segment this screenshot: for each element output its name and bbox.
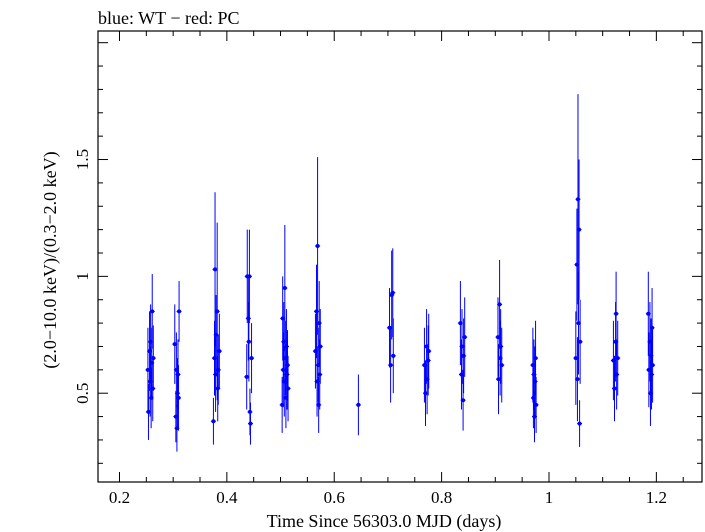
data-point [614,311,619,316]
data-point [145,367,150,372]
data-point [246,339,251,344]
data-point [150,386,155,391]
data-point [576,321,581,326]
data-point [150,309,155,314]
y-tick-label: 0.5 [73,383,92,404]
chart-title: blue: WT − red: PC [98,8,239,28]
data-point [146,409,151,414]
data-point [248,421,253,426]
x-tick-label: 1.2 [646,488,667,507]
x-tick-label: 0.6 [324,488,345,507]
data-point [390,290,395,295]
data-point [578,339,583,344]
data-point [391,353,396,358]
x-tick-label: 1 [545,488,554,507]
data-point [573,356,578,361]
data-point [282,286,287,291]
data-point [499,363,504,368]
data-point [285,363,290,368]
data-point [423,391,428,396]
data-point [497,302,502,307]
data-point [356,402,361,407]
data-point [534,402,539,407]
data-point [244,374,249,379]
y-axis: 0.5 1 1.5 [73,42,702,464]
data-point [615,356,620,361]
data-point [286,386,291,391]
data-point [215,309,220,314]
y-axis-label: (2.0−10.0 keV)/(0.3−2.0 keV) [40,151,61,368]
data-point [495,335,500,340]
data-point [458,321,463,326]
data-point [650,325,655,330]
data-point [575,377,580,382]
data-point [388,363,393,368]
x-tick-label: 0.4 [216,488,238,507]
data-point [426,358,431,363]
x-axis-label: Time Since 56303.0 MJD (days) [267,511,502,532]
x-tick-label: 0.2 [109,488,130,507]
data-point [211,419,216,424]
data-point [577,227,582,232]
data-point [176,395,181,400]
data-point [426,349,431,354]
data-point [577,421,582,426]
x-axis: 0.2 0.4 0.6 0.8 1 1.2 [109,31,684,507]
data-point [462,335,467,340]
data-point [533,356,538,361]
data-points [145,94,656,452]
data-point [646,311,651,316]
data-point [460,344,465,349]
x-tick-label: 0.8 [431,488,452,507]
data-point [177,309,182,314]
data-point [317,372,322,377]
data-point [172,342,177,347]
data-point [461,398,466,403]
data-point [175,372,180,377]
y-tick-label: 1.5 [73,149,92,170]
y-tick-label: 1 [73,272,92,281]
data-point [249,356,254,361]
plot-frame [97,30,703,483]
data-point [247,409,252,414]
data-point [213,267,218,272]
data-point [650,363,655,368]
data-point [318,344,323,349]
data-point [612,386,617,391]
plot-border [97,30,703,483]
data-point [151,356,156,361]
data-point [315,243,320,248]
data-point [247,274,252,279]
data-point [217,349,222,354]
data-point [496,377,501,382]
